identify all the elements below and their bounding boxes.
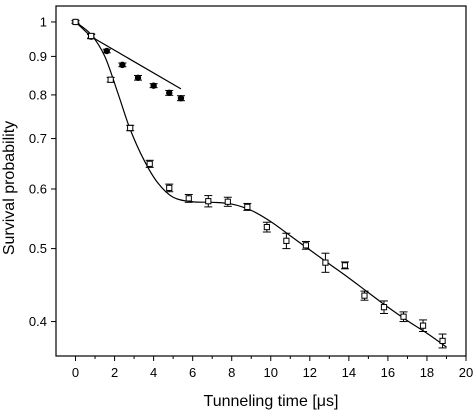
y-axis-label: Survival probability	[1, 121, 18, 255]
data-point-open	[263, 223, 270, 231]
data-points	[71, 18, 447, 349]
x-tick-label: 8	[228, 365, 235, 380]
data-point-open	[205, 198, 212, 205]
x-tick-label: 18	[420, 365, 434, 380]
data-point-open	[224, 198, 231, 205]
data-point-open	[380, 304, 388, 311]
data-point-open	[146, 160, 153, 167]
y-tick-label: 0.8	[29, 87, 47, 102]
plot-frame	[55, 5, 467, 357]
y-tick-label: 0.4	[29, 314, 47, 329]
x-tick-label: 16	[381, 365, 395, 380]
x-tick-label: 6	[189, 365, 196, 380]
x-tick-label: 12	[303, 365, 317, 380]
data-point-open	[322, 259, 329, 266]
plot-area	[55, 5, 467, 357]
data-point-open	[283, 237, 290, 244]
data-point-open	[244, 203, 251, 210]
y-tick-label: 0.9	[29, 49, 47, 64]
y-tick-label: 1	[40, 14, 47, 29]
y-tick-label: 0.7	[29, 131, 47, 146]
data-point-open	[361, 292, 368, 299]
y-tick-label: 0.6	[29, 181, 47, 196]
x-tick-label: 4	[150, 365, 157, 380]
data-point-open	[185, 195, 192, 202]
data-point-filled	[119, 61, 126, 69]
fit-lines	[75, 21, 447, 348]
y-axis: 0.4 0.5 0.6 0.7 0.8 0.9 1	[29, 14, 56, 329]
data-point-filled	[103, 47, 110, 55]
linear-fit-line	[75, 21, 182, 90]
data-point-open	[419, 322, 427, 329]
data-point-open	[302, 242, 310, 249]
data-point-open	[166, 184, 173, 191]
x-axis: 0 2 4 6 8 10 12 14 16 18 20	[72, 356, 473, 380]
data-point-open	[400, 313, 407, 320]
data-point-filled	[166, 89, 173, 97]
x-axis-label: Tunneling time [μs]	[204, 393, 339, 410]
x-tick-label: 10	[264, 365, 278, 380]
data-point-filled	[134, 74, 142, 81]
data-point-open	[88, 32, 95, 40]
x-tick-label: 14	[342, 365, 356, 380]
x-tick-label: 2	[111, 365, 118, 380]
model-fit-curve	[75, 21, 447, 348]
data-point-open	[127, 124, 134, 132]
data-point-open	[439, 337, 446, 345]
x-tick-label: 0	[72, 365, 79, 380]
data-point-open	[341, 262, 349, 269]
y-tick-label: 0.5	[29, 241, 47, 256]
data-point-filled	[177, 94, 185, 102]
data-point-open	[107, 76, 114, 83]
x-tick-label: 20	[459, 365, 473, 380]
data-point-filled	[150, 82, 157, 89]
data-point-open	[72, 18, 79, 26]
